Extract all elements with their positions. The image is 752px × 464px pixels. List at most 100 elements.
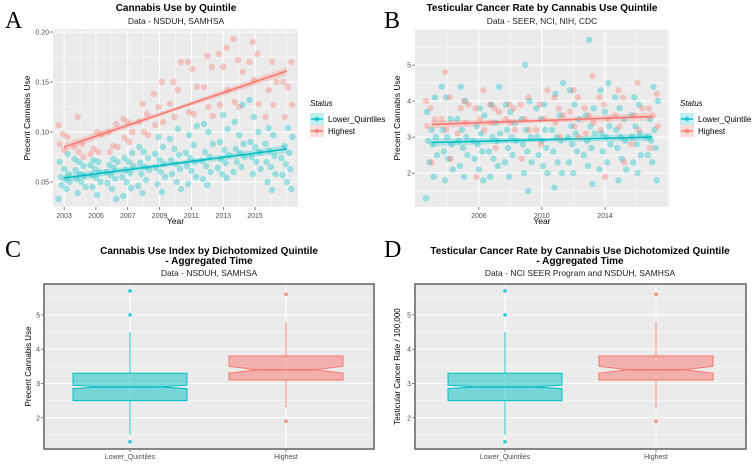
- data-point: [575, 133, 583, 141]
- data-point: [272, 170, 279, 178]
- data-point: [517, 101, 524, 108]
- data-point: [289, 133, 296, 141]
- data-point: [502, 101, 510, 108]
- data-point: [233, 158, 241, 166]
- outlier-point: [503, 313, 507, 317]
- y-tick-label: 3: [36, 381, 40, 388]
- data-point: [652, 144, 659, 152]
- data-point: [87, 150, 94, 158]
- data-point: [496, 130, 504, 137]
- data-point: [560, 112, 567, 119]
- data-point: [136, 143, 143, 151]
- data-point: [106, 161, 113, 169]
- outlier-point: [284, 419, 288, 424]
- data-point: [142, 176, 150, 184]
- x-tick-label: 2006: [471, 213, 487, 220]
- panel-letter: A: [5, 8, 23, 34]
- data-point: [653, 90, 660, 98]
- data-point: [107, 171, 114, 179]
- data-point: [558, 169, 566, 177]
- data-point: [284, 124, 292, 132]
- data-point: [215, 50, 222, 58]
- data-point: [491, 105, 498, 112]
- box-lower-quintiles: [72, 289, 188, 444]
- data-point: [504, 144, 512, 152]
- data-point: [121, 134, 128, 142]
- data-point: [57, 173, 64, 181]
- data-point: [615, 87, 622, 94]
- data-point: [423, 108, 431, 116]
- data-point: [201, 148, 209, 156]
- x-tick-label: Highest: [274, 454, 298, 461]
- data-point: [525, 94, 532, 101]
- data-point: [495, 108, 503, 116]
- legend-key-point: [314, 116, 320, 122]
- data-point: [632, 123, 639, 130]
- data-point: [177, 185, 185, 193]
- data-point: [112, 175, 119, 183]
- data-point: [506, 101, 513, 108]
- panel-b: B Testicular Cancer Rate by Cannabis Use …: [384, 3, 752, 226]
- chart-title: Testicular Cancer Rate by Cannabis Use D…: [430, 246, 730, 257]
- data-point: [426, 159, 433, 166]
- data-point: [64, 150, 71, 158]
- data-point: [263, 158, 270, 166]
- data-point: [591, 130, 598, 137]
- data-point: [460, 97, 468, 105]
- data-point: [55, 121, 62, 129]
- chart-subtitle: Data - NSDUH, SAMHSA: [161, 268, 258, 278]
- data-point: [184, 180, 192, 188]
- data-point: [460, 173, 468, 180]
- data-point: [200, 83, 208, 91]
- data-point: [570, 169, 577, 177]
- data-point: [106, 148, 113, 156]
- data-point: [214, 164, 221, 172]
- data-point: [519, 141, 527, 148]
- data-point: [56, 158, 63, 166]
- data-point: [87, 161, 94, 169]
- series-lower-quintiles: [55, 96, 296, 203]
- data-point: [207, 168, 214, 176]
- legend-label: Highest: [328, 127, 356, 136]
- data-point: [573, 148, 580, 155]
- x-tick-label: 2013: [215, 213, 231, 220]
- y-tick-label: 3: [407, 381, 411, 388]
- outlier-point: [503, 439, 507, 444]
- data-point: [615, 177, 622, 184]
- data-point: [223, 174, 230, 182]
- data-point: [588, 144, 595, 152]
- y-tick-label: 0.20: [35, 30, 49, 37]
- panel-letter: B: [384, 8, 400, 34]
- data-point: [232, 145, 239, 153]
- data-point: [124, 118, 131, 126]
- data-point: [551, 184, 558, 191]
- y-tick-label: 4: [36, 347, 40, 354]
- x-tick-label: 2011: [184, 213, 199, 220]
- legend-label: Lower_Quintiles: [328, 115, 385, 124]
- data-point: [431, 115, 439, 123]
- data-point: [598, 130, 605, 137]
- data-point: [443, 126, 450, 134]
- y-tick-label: 0.15: [35, 80, 49, 87]
- data-point: [601, 173, 609, 180]
- data-point: [114, 143, 121, 151]
- data-point: [603, 159, 611, 166]
- data-point: [120, 115, 127, 123]
- data-point: [589, 72, 596, 80]
- data-point: [607, 141, 614, 148]
- data-point: [489, 133, 496, 141]
- data-point: [443, 94, 450, 101]
- data-point: [586, 36, 593, 44]
- data-point: [248, 153, 255, 161]
- notched-box: [228, 355, 344, 381]
- data-point: [193, 122, 201, 130]
- data-point: [568, 123, 575, 130]
- data-point: [254, 50, 261, 58]
- box-lower-quintiles: [447, 289, 563, 444]
- data-point: [235, 131, 243, 139]
- data-point: [72, 166, 79, 174]
- data-point: [125, 138, 133, 146]
- y-tick-label: 5: [407, 312, 411, 319]
- data-point: [646, 144, 654, 152]
- data-point: [634, 169, 641, 177]
